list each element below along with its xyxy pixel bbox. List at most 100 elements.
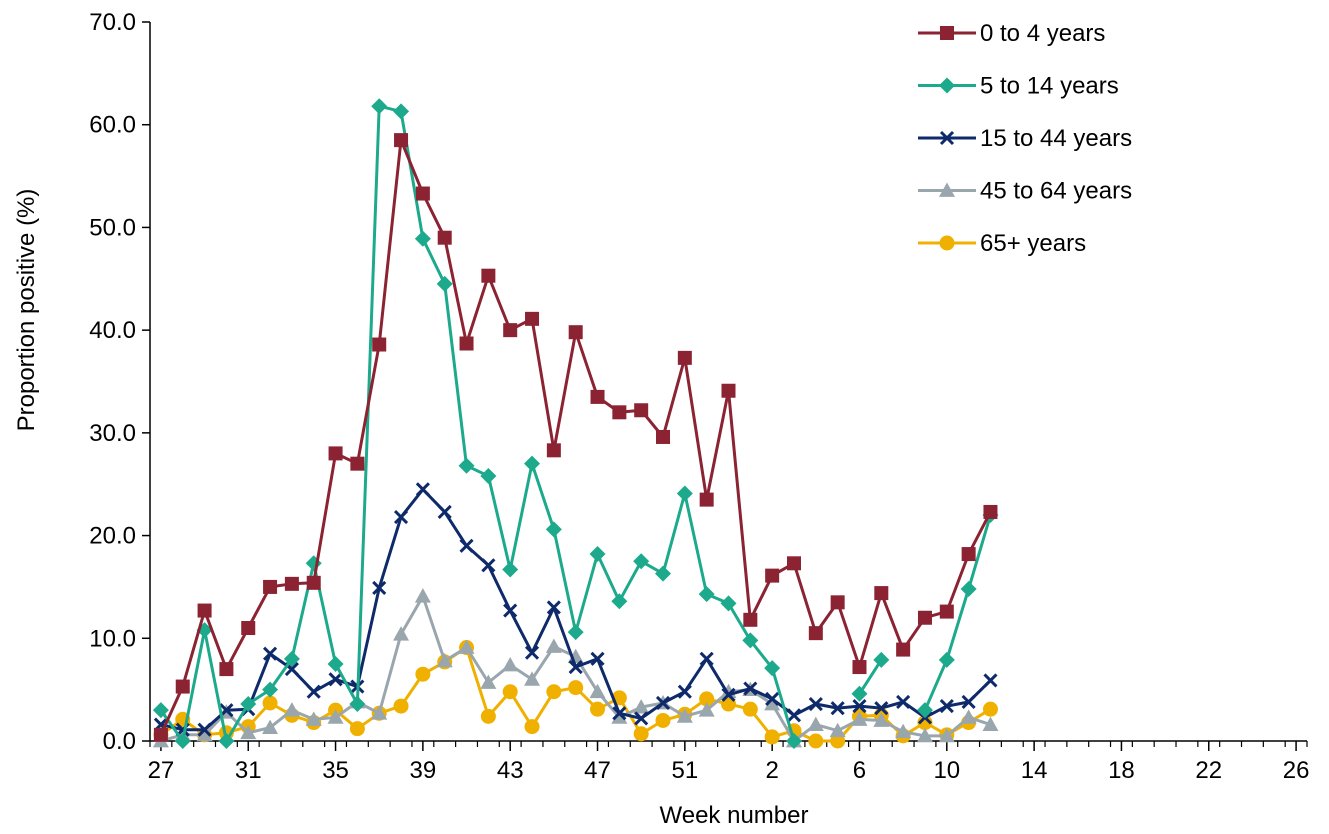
data-point: [174, 733, 191, 749]
data-point: [633, 699, 650, 714]
marker-stroke: [677, 684, 692, 699]
marker-stroke: [503, 603, 518, 618]
data-point: [524, 455, 541, 472]
data-point: [764, 696, 781, 711]
data-point: [306, 684, 321, 699]
y-tick-label: 0.0: [103, 728, 136, 755]
marker-stroke: [634, 711, 649, 726]
x-tick-label: 10: [933, 757, 960, 784]
data-point: [524, 719, 540, 735]
data-point: [982, 716, 999, 731]
data-point: [545, 521, 562, 538]
data-point: [568, 325, 583, 340]
data-point: [721, 383, 736, 398]
data-point: [807, 716, 824, 731]
marker-stroke: [306, 684, 321, 699]
data-point: [961, 694, 976, 710]
data-point: [306, 575, 321, 590]
data-point: [786, 556, 801, 571]
data-point: [698, 586, 715, 603]
data-point: [545, 638, 562, 653]
data-point: [916, 702, 933, 719]
data-point: [917, 715, 933, 731]
data-point: [503, 603, 518, 618]
data-point: [808, 733, 824, 749]
marker-stroke: [961, 694, 976, 710]
marker-stroke: [721, 687, 736, 702]
marker-stroke: [437, 504, 452, 520]
marker-stroke: [655, 695, 671, 711]
data-point: [371, 705, 388, 720]
legend-label: 0 to 4 years: [980, 20, 1105, 47]
axes: 0.0 10.0 20.0 30.0 40.0 50.0 60.0 70.0 27 31 35 39 4…: [89, 9, 1309, 784]
data-point: [372, 580, 387, 596]
data-point: [830, 701, 845, 716]
data-point: [590, 389, 605, 404]
data-point: [480, 674, 497, 689]
marker-stroke: [459, 538, 474, 553]
data-point: [568, 680, 584, 696]
data-point: [656, 429, 671, 444]
legend-item-1: 5 to 14 years: [918, 73, 1119, 100]
data-point: [655, 695, 671, 711]
data-point: [830, 733, 846, 749]
legend-item-2: 15 to 44 years: [918, 125, 1132, 152]
data-point: [590, 651, 605, 666]
data-point: [350, 456, 365, 471]
data-point: [197, 722, 212, 737]
data-point: [372, 337, 387, 352]
data-point: [982, 701, 998, 717]
data-point: [328, 672, 343, 687]
data-point: [437, 230, 452, 245]
data-point: [196, 726, 213, 742]
data-point: [786, 708, 802, 723]
data-point: [590, 701, 606, 717]
data-point: [939, 604, 954, 619]
x-tick-label: 14: [1021, 757, 1048, 784]
y-tick-label: 60.0: [89, 112, 136, 139]
data-point: [917, 610, 932, 625]
data-point: [612, 405, 627, 420]
data-point: [524, 645, 540, 660]
data-point: [939, 699, 954, 714]
data-point: [218, 733, 235, 749]
data-point: [699, 691, 715, 707]
data-point: [676, 485, 693, 502]
x-axis-label: Week number: [660, 802, 809, 829]
data-point: [896, 694, 911, 710]
data-point: [896, 642, 911, 657]
legend-label: 65+ years: [980, 230, 1086, 257]
x-tick-label: 26: [1283, 757, 1310, 784]
x-tick-label: 31: [235, 757, 262, 784]
data-point: [764, 729, 780, 745]
data-point: [916, 727, 933, 743]
data-point: [634, 403, 649, 418]
data-point: [655, 565, 672, 582]
x-tick-label: 18: [1108, 757, 1135, 784]
y-tick-label: 50.0: [89, 214, 136, 241]
data-point: [852, 699, 867, 714]
data-point: [852, 660, 867, 675]
data-point: [263, 646, 278, 661]
data-point: [327, 709, 344, 724]
data-point: [742, 701, 758, 717]
data-point: [458, 639, 475, 654]
marker-stroke: [328, 672, 343, 687]
data-point: [938, 727, 955, 743]
data-point: [240, 696, 257, 713]
marker-stroke: [939, 130, 955, 146]
data-point: [983, 504, 998, 519]
data-point: [961, 547, 976, 562]
data-point: [699, 492, 714, 507]
y-tick-label: 20.0: [89, 523, 136, 550]
data-point: [481, 558, 496, 573]
data-point: [698, 702, 715, 717]
x-tick-label: 27: [148, 757, 175, 784]
marker-stroke: [983, 673, 998, 688]
data-point: [436, 275, 453, 292]
data-point: [349, 696, 366, 713]
data-point: [677, 684, 692, 699]
series-layer: [152, 98, 999, 749]
data-point: [175, 679, 190, 694]
